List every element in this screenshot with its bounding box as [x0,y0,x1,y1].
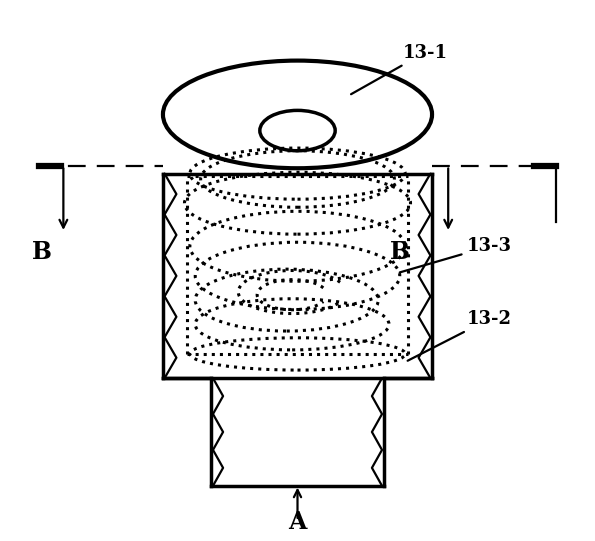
Text: 13-1: 13-1 [351,43,447,94]
Text: 13-3: 13-3 [400,237,512,273]
Text: B: B [390,240,410,263]
Text: A: A [289,510,306,534]
Text: B: B [32,240,52,263]
Text: 13-2: 13-2 [408,310,512,361]
